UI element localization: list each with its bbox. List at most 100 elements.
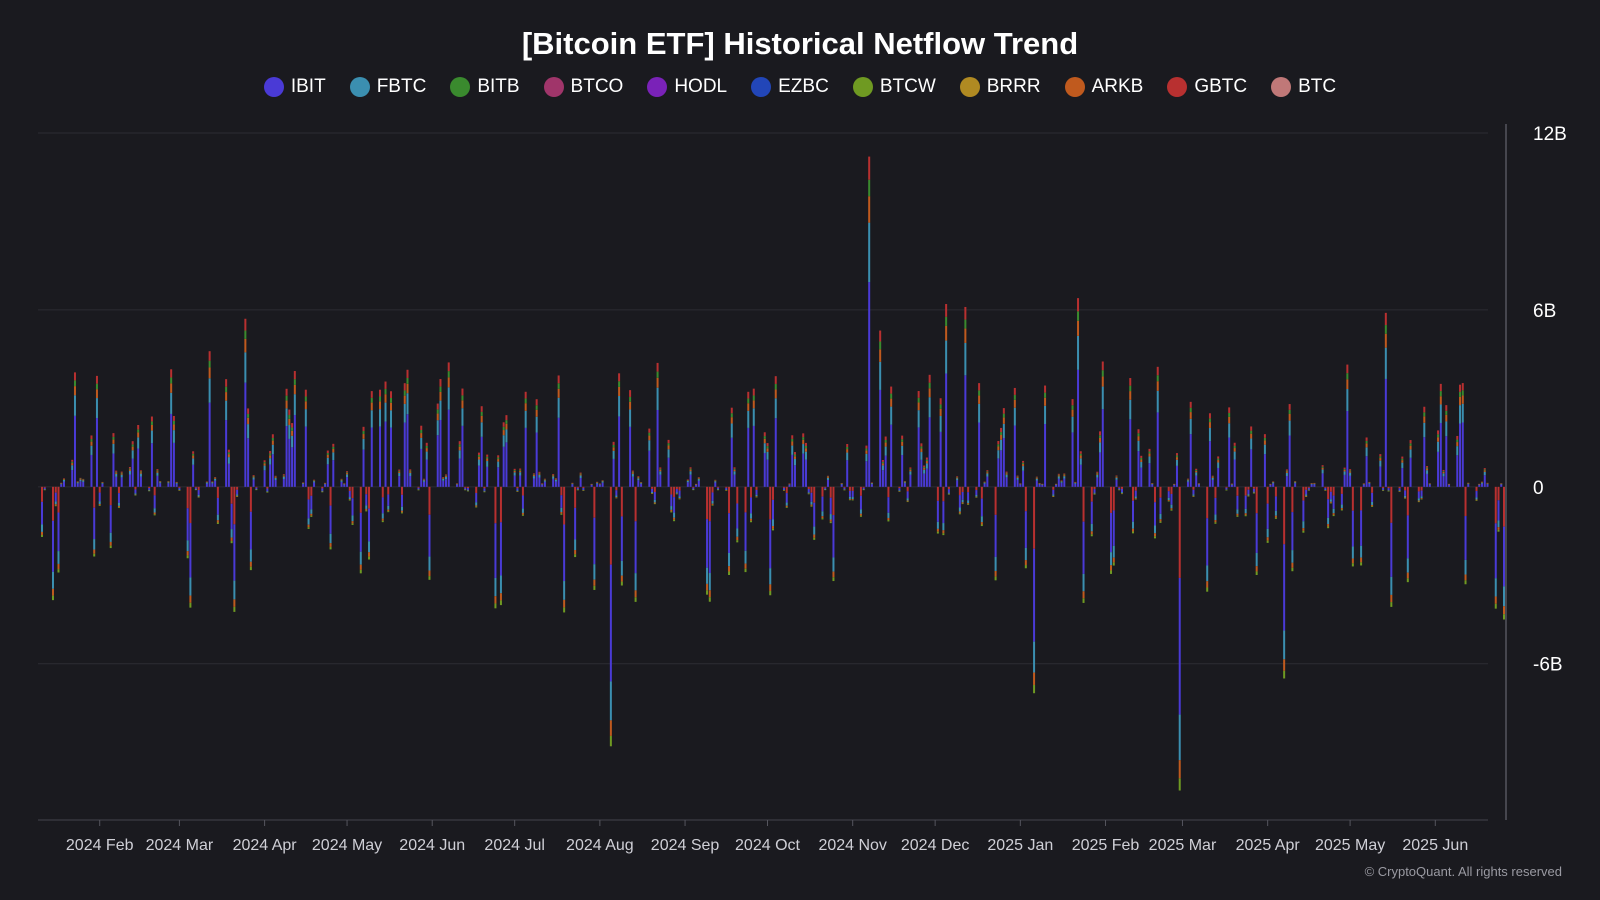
bar-segment <box>945 340 948 374</box>
legend-item-hodl[interactable]: HODL <box>647 76 727 98</box>
bar-segment <box>227 452 230 455</box>
legend-item-gbtc[interactable]: GBTC <box>1167 76 1247 98</box>
bar-segment <box>233 606 236 612</box>
bar-segment <box>269 458 272 465</box>
bar-segment <box>1233 442 1236 446</box>
bar-segment <box>1093 489 1096 493</box>
bar-segment <box>964 375 967 487</box>
legend-item-fbtc[interactable]: FBTC <box>349 76 426 98</box>
bar-day <box>288 409 291 487</box>
bar-day <box>1208 413 1211 487</box>
bar-segment <box>192 464 195 487</box>
bar-segment <box>574 550 577 555</box>
bar-segment <box>1461 422 1464 487</box>
bar-segment <box>387 509 390 512</box>
bar-segment <box>1110 552 1113 566</box>
bar-segment <box>82 480 85 482</box>
bar-day <box>576 486 579 491</box>
bar-segment <box>390 391 393 398</box>
bar-day <box>890 386 893 487</box>
bar-segment <box>444 474 447 476</box>
bar-day <box>519 468 522 487</box>
bar-segment <box>156 471 159 473</box>
bar-segment <box>1329 486 1332 492</box>
bar-segment <box>631 476 634 487</box>
bar-segment <box>667 449 670 458</box>
bar-segment <box>1362 484 1365 485</box>
bar-segment <box>197 486 200 491</box>
bar-segment <box>1197 483 1200 485</box>
bar-segment <box>1019 484 1022 487</box>
bar-segment <box>244 338 247 353</box>
bar-segment <box>1063 478 1066 487</box>
bar-segment <box>1170 486 1173 494</box>
bar-segment <box>95 375 98 384</box>
bar-segment <box>1214 497 1217 515</box>
bar-segment <box>192 455 195 459</box>
legend-item-ezbc[interactable]: EZBC <box>751 76 829 98</box>
bar-segment <box>1382 487 1385 490</box>
bar-segment <box>560 513 563 515</box>
legend-item-btc[interactable]: BTC <box>1271 76 1336 98</box>
bar-segment <box>813 534 816 538</box>
bar-segment <box>79 481 82 487</box>
bar-day <box>131 441 134 487</box>
bar-segment <box>695 484 698 487</box>
bar-day <box>387 486 390 513</box>
bar-day <box>766 443 769 487</box>
bar-segment <box>615 497 618 498</box>
legend-item-ibit[interactable]: IBIT <box>263 76 326 98</box>
bar-segment <box>782 487 785 490</box>
bar-segment <box>128 469 131 471</box>
bar-segment <box>197 494 200 497</box>
bar-segment <box>310 513 313 516</box>
bar-segment <box>233 599 236 607</box>
bar-segment <box>401 486 404 495</box>
bar-segment <box>1409 445 1412 450</box>
bar-segment <box>1379 466 1382 487</box>
bar-day <box>615 486 618 499</box>
bar-segment <box>656 387 659 410</box>
legend-item-btco[interactable]: BTCO <box>543 76 623 98</box>
bar-segment <box>499 600 502 606</box>
bar-segment <box>1228 412 1231 417</box>
bar-segment <box>1208 413 1211 419</box>
bar-segment <box>1024 565 1027 569</box>
bar-segment <box>1250 438 1253 450</box>
bar-day <box>1486 482 1489 487</box>
bar-segment <box>269 455 272 459</box>
bar-segment <box>1428 483 1431 484</box>
bar-segment <box>1247 489 1250 495</box>
bar-segment <box>43 489 46 491</box>
bar-segment <box>406 383 409 394</box>
bar-segment <box>1137 440 1140 452</box>
legend-item-brrr[interactable]: BRRR <box>959 76 1041 98</box>
bar-day <box>1409 440 1412 487</box>
bar-segment <box>1148 453 1151 457</box>
bar-segment <box>417 486 420 488</box>
bar-segment <box>925 459 928 462</box>
bar-segment <box>1110 512 1113 553</box>
bar-segment <box>920 459 923 487</box>
bar-segment <box>532 476 535 479</box>
legend-item-arkb[interactable]: ARKB <box>1064 76 1143 98</box>
legend-item-btcw[interactable]: BTCW <box>852 76 936 98</box>
bar-day <box>909 467 912 487</box>
bar-day <box>379 389 382 487</box>
bar-segment <box>351 523 354 525</box>
bar-segment <box>1266 486 1269 504</box>
bar-segment <box>139 471 142 473</box>
bar-segment <box>1329 491 1332 500</box>
bar-segment <box>881 459 884 462</box>
bar-day <box>494 486 497 609</box>
bar-segment <box>150 424 153 431</box>
bar-segment <box>983 482 986 484</box>
bar-segment <box>1478 483 1481 485</box>
bar-segment <box>1327 499 1330 518</box>
bar-segment <box>513 472 516 476</box>
bar-segment <box>1266 537 1269 541</box>
bar-day <box>717 486 720 491</box>
legend-item-bitb[interactable]: BITB <box>450 76 520 98</box>
bar-day <box>324 482 327 487</box>
bar-segment <box>615 497 618 499</box>
